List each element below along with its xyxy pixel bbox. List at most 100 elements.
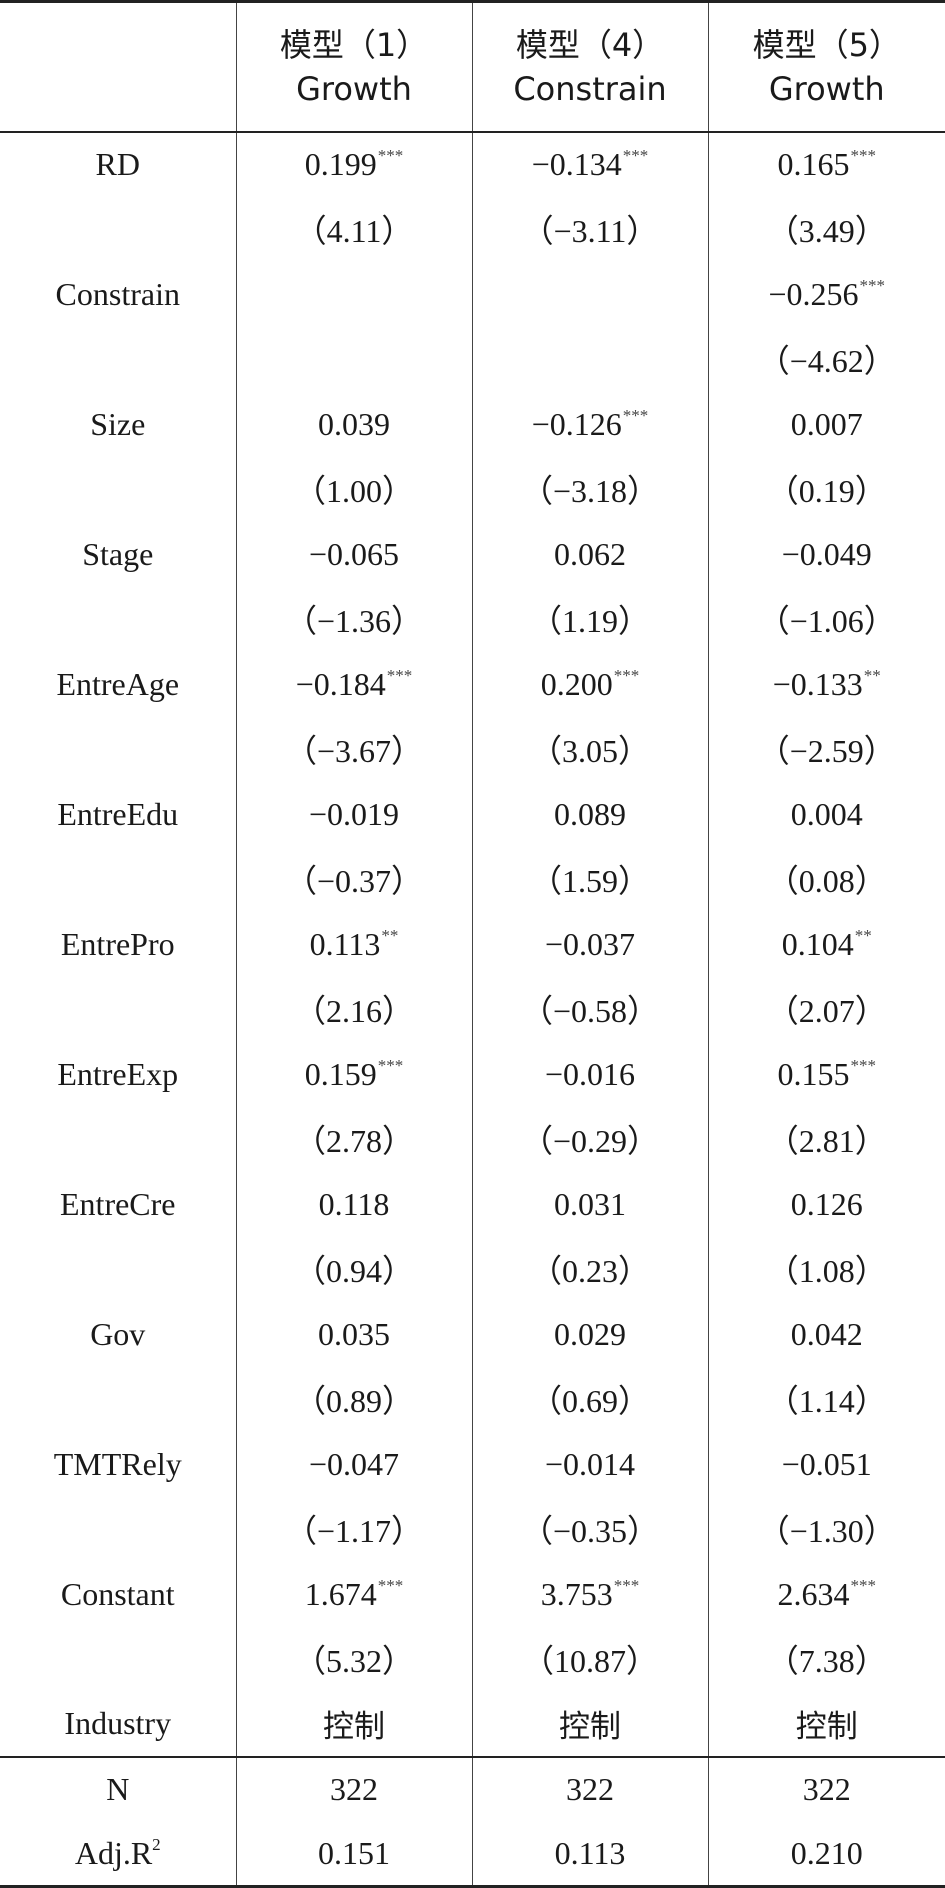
cell-value: −0.126 <box>532 406 622 442</box>
cell-value: 0.031 <box>554 1186 626 1222</box>
table-cell: 0.104** <box>708 912 945 977</box>
table-cell: （−0.35） <box>472 1497 708 1562</box>
cell-value: （2.81） <box>767 1123 887 1159</box>
header-model-5-sub: Growth <box>709 67 945 111</box>
table-cell: 0.200*** <box>472 652 708 717</box>
table-cell: 0.165*** <box>708 132 945 197</box>
table-cell: （3.05） <box>472 717 708 782</box>
table-cell: （0.23） <box>472 1237 708 1302</box>
table-cell <box>472 262 708 327</box>
row-label <box>0 1107 236 1172</box>
cell-value: −0.014 <box>545 1446 635 1482</box>
row-label <box>0 1497 236 1562</box>
significance-stars: *** <box>623 406 649 425</box>
significance-stars: *** <box>623 146 649 165</box>
table-row: Constrain −0.256*** <box>0 262 945 327</box>
table-cell: −0.037 <box>472 912 708 977</box>
row-label <box>0 977 236 1042</box>
table-cell: −0.019 <box>236 782 472 847</box>
cell-value: （1.59） <box>530 863 650 899</box>
table-cell: （−2.59） <box>708 717 945 782</box>
header-model-1-title: 模型（1） <box>237 23 472 67</box>
table-cell: 0.042 <box>708 1302 945 1367</box>
row-label: EntreEdu <box>0 782 236 847</box>
cell-value: 0.062 <box>554 536 626 572</box>
significance-stars: *** <box>851 1576 877 1595</box>
table-row: （2.78）（−0.29） （2.81） <box>0 1107 945 1172</box>
table-cell: （2.78） <box>236 1107 472 1172</box>
row-label: Adj.R2 <box>0 1822 236 1887</box>
cell-value: 0.042 <box>791 1316 863 1352</box>
cell-value: −0.256 <box>768 276 858 312</box>
header-model-5-title: 模型（5） <box>709 23 945 67</box>
table-row: （4.11）（−3.11）（3.49） <box>0 197 945 262</box>
table-row: （−1.36）（1.19） （−1.06） <box>0 587 945 652</box>
table-cell: （0.89） <box>236 1367 472 1432</box>
table-cell: 控制 <box>236 1692 472 1757</box>
table-cell: 0.039 <box>236 392 472 457</box>
table-cell: （2.07） <box>708 977 945 1042</box>
table-cell: 2.634*** <box>708 1562 945 1627</box>
cell-value: （−3.18） <box>521 473 659 509</box>
table-cell: 0.089 <box>472 782 708 847</box>
table-cell: −0.133** <box>708 652 945 717</box>
row-label: EntreAge <box>0 652 236 717</box>
table-cell: （−1.36） <box>236 587 472 652</box>
table-cell: 322 <box>236 1757 472 1822</box>
cell-value: 1.674 <box>305 1576 377 1612</box>
cell-value: （0.23） <box>530 1253 650 1289</box>
table-cell: 0.210 <box>708 1822 945 1887</box>
table-cell: （−3.67） <box>236 717 472 782</box>
table-cell: （−0.29） <box>472 1107 708 1172</box>
row-label <box>0 197 236 262</box>
table-row: （0.94）（0.23）（1.08） <box>0 1237 945 1302</box>
cell-value: （−1.06） <box>758 603 896 639</box>
table-cell: 0.155*** <box>708 1042 945 1107</box>
significance-stars: *** <box>378 1056 404 1075</box>
row-label: Constrain <box>0 262 236 327</box>
row-label: Gov <box>0 1302 236 1367</box>
table-cell: （1.19） <box>472 587 708 652</box>
row-label <box>0 457 236 522</box>
significance-stars: ** <box>864 666 881 685</box>
row-label: Industry <box>0 1692 236 1757</box>
table-cell: （10.87） <box>472 1627 708 1692</box>
header-model-1-sub: Growth <box>237 67 472 111</box>
row-label <box>0 587 236 652</box>
header-variable-cell <box>0 2 236 132</box>
table-cell: 0.004 <box>708 782 945 847</box>
cell-value: （−0.37） <box>285 863 423 899</box>
table-cell: −0.134*** <box>472 132 708 197</box>
row-label: N <box>0 1757 236 1822</box>
table-cell: （2.16） <box>236 977 472 1042</box>
cell-value: （−0.58） <box>521 993 659 1029</box>
cell-value: 0.104 <box>782 926 854 962</box>
table-cell: 0.151 <box>236 1822 472 1887</box>
header-model-1: 模型（1） Growth <box>236 2 472 132</box>
table-cell: （3.49） <box>708 197 945 262</box>
cell-value: −0.184 <box>296 666 386 702</box>
table-cell: （−1.30） <box>708 1497 945 1562</box>
cell-value: （0.89） <box>294 1383 414 1419</box>
cell-value: −0.065 <box>309 536 399 572</box>
table-row: EntreAge−0.184***0.200***−0.133** <box>0 652 945 717</box>
table-cell: （1.00） <box>236 457 472 522</box>
cell-value: 0.113 <box>310 926 381 962</box>
cell-value: −0.047 <box>309 1446 399 1482</box>
cell-value: 控制 <box>559 1709 621 1745</box>
table-cell: （0.19） <box>708 457 945 522</box>
table-row: （5.32）（10.87）（7.38） <box>0 1627 945 1692</box>
table-cell: （4.11） <box>236 197 472 262</box>
table-row: TMTRely−0.047−0.014−0.051 <box>0 1432 945 1497</box>
table-cell: 0.062 <box>472 522 708 587</box>
table-row: （1.00） （−3.18） （0.19） <box>0 457 945 522</box>
row-label: Constant <box>0 1562 236 1627</box>
significance-stars: *** <box>851 146 877 165</box>
significance-stars: *** <box>860 276 886 295</box>
table-row: （−0.37）（1.59）（0.08） <box>0 847 945 912</box>
table-cell: 控制 <box>708 1692 945 1757</box>
row-label: TMTRely <box>0 1432 236 1497</box>
